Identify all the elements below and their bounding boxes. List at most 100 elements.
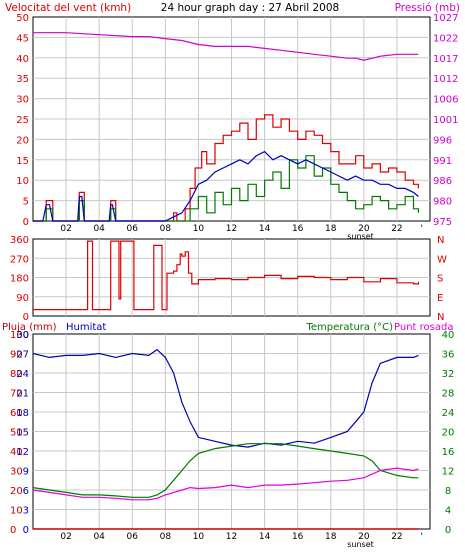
x-tick-label-0-10: 22 [391,224,402,234]
rain-y-tick-7: 9 [23,467,29,478]
avg-wind-series-line [33,150,419,222]
wind-y-tick-8: 10 [16,176,29,187]
rain-y-tick-5: 15 [16,428,29,439]
compass-y-tick-3: E [437,293,443,304]
x-tick-label-2-10: 22 [391,532,402,542]
pressure-y-tick-6: 996 [433,135,452,146]
x-tick-label-0-4: 10 [193,224,205,234]
pressure-y-tick-2: 1017 [433,54,458,65]
compass-y-tick-1: W [437,254,447,265]
wind-y-tick-3: 35 [16,74,29,85]
humidity-pct-y-tick-0: 100 [10,330,29,341]
temperature-y-tick-4: 24 [442,408,455,419]
wind-y-tick-0: 50 [16,13,29,24]
humidity-pct-y-tick-9: 10 [10,506,23,517]
x-tick-label-0-6: 14 [259,224,271,234]
temperature-y-tick-10: 0 [445,525,451,536]
x-end-mark-0: ' [420,224,422,234]
humidity-axis-title: Humitat [66,322,106,333]
series-layer [32,32,419,530]
wind-y-tick-2: 40 [16,54,29,65]
x-tick-label-0-8: 18 [325,224,337,234]
rain-y-tick-8: 6 [23,486,29,497]
x-tick-label-0-0: 02 [60,224,71,234]
humidity-pct-y-tick-6: 40 [10,447,23,458]
rain-axis-title: Pluja (mm) [2,322,57,333]
direction-y-tick-2: 180 [10,274,29,285]
x-tick-label-0-9: 20 [358,224,370,234]
pressure-y-tick-1: 1022 [433,33,458,44]
wind-y-tick-6: 20 [16,135,29,146]
temperature-y-tick-1: 36 [442,350,455,361]
rain-y-tick-6: 12 [16,447,29,458]
x-tick-label-2-3: 08 [160,532,172,542]
x-tick-label-2-8: 18 [325,532,337,542]
temperature-y-tick-5: 20 [442,428,455,439]
direction-y-tick-0: 360 [10,235,29,246]
x-tick-label-2-1: 04 [93,532,105,542]
wind-y-tick-4: 30 [16,95,29,106]
x-tick-label-0-3: 08 [160,224,172,234]
x-tick-label-2-6: 14 [259,532,271,542]
x-tick-label-2-2: 06 [127,532,139,542]
direction-y-tick-3: 90 [16,293,29,304]
temperature-y-tick-6: 16 [442,447,455,458]
x-end-mark-2: ' [420,532,422,542]
pressure-y-tick-4: 1006 [433,95,458,106]
temperature-y-tick-0: 40 [442,330,455,341]
pressure-y-tick-5: 1001 [433,115,458,126]
compass-y-tick-4: N [437,312,444,323]
sunset-label-0: sunset [347,232,374,241]
humidity-pct-y-tick-7: 30 [10,467,23,478]
rain-y-tick-0: 30 [16,330,29,341]
humidity-pct-y-tick-2: 80 [10,369,23,380]
wind-direction-series-line [33,240,419,311]
wind-y-tick-5: 25 [16,115,29,126]
wind-axis-title: Velocitat del vent (kmh) [5,2,131,14]
pressure-series-line [33,32,419,61]
pressure-y-tick-10: 975 [433,217,452,228]
rain-y-tick-4: 18 [16,408,29,419]
x-tick-label-2-9: 20 [358,532,370,542]
direction-y-tick-4: 0 [23,312,29,323]
pressure-y-tick-3: 1012 [433,74,458,85]
pressure-y-tick-8: 986 [433,176,452,187]
rain-y-tick-2: 24 [16,369,29,380]
pressure-y-tick-9: 980 [433,197,452,208]
x-tick-label-2-4: 10 [193,532,205,542]
temperature-y-tick-2: 32 [442,369,455,380]
x-tick-label-2-7: 16 [292,532,304,542]
dewpoint-series-line [32,467,419,501]
temperature-axis-title: Temperatura (°C) [305,322,393,333]
pressure-axis-title: Pressió (mb) [395,2,460,14]
humidity-pct-y-tick-4: 60 [10,408,23,419]
humidity-pct-y-tick-3: 70 [10,389,23,400]
rain-y-tick-3: 21 [16,389,29,400]
sunset-label-2: sunset [347,540,374,549]
wind-y-tick-10: 0 [23,217,29,228]
rain-y-tick-10: 0 [23,525,29,536]
x-tick-label-0-1: 04 [93,224,105,234]
humidity-pct-y-tick-10: 0 [10,525,16,536]
temperature-series-line [32,443,419,498]
x-tick-label-0-2: 06 [127,224,139,234]
humidity-series-line [32,348,419,448]
pressure-y-tick-0: 1027 [433,13,458,24]
wind-y-tick-1: 45 [16,33,29,44]
chart-title: 24 hour graph day : 27 Abril 2008 [161,2,339,14]
wind-y-tick-7: 15 [16,156,29,167]
humidity-pct-y-tick-5: 50 [10,428,23,439]
rain-y-tick-1: 27 [16,350,29,361]
compass-y-tick-2: S [437,274,443,285]
temperature-y-tick-8: 8 [445,486,451,497]
temperature-y-tick-3: 28 [442,389,455,400]
rain-y-tick-9: 3 [23,506,29,517]
wind-y-tick-9: 5 [23,197,29,208]
x-tick-label-0-5: 12 [226,224,237,234]
temperature-y-tick-9: 4 [445,506,451,517]
dewpoint-axis-title: Punt rosada [394,322,453,333]
humidity-pct-y-tick-8: 20 [10,486,23,497]
